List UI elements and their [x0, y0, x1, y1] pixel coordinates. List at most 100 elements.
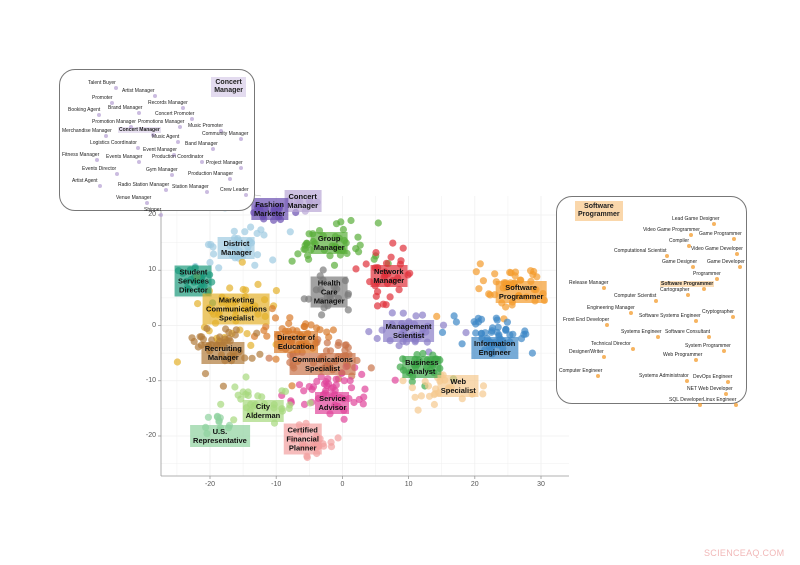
- data-point: [323, 328, 331, 336]
- data-point: [344, 306, 352, 314]
- inset-label: Shipper: [144, 207, 162, 213]
- data-point: [318, 311, 326, 319]
- inset-point: [227, 177, 232, 181]
- data-point: [388, 309, 396, 317]
- data-point: [313, 377, 321, 385]
- inset-point: [724, 392, 729, 396]
- data-point: [173, 358, 181, 366]
- data-point: [359, 400, 367, 408]
- data-point: [485, 290, 493, 298]
- y-tick-label: 10: [148, 266, 156, 274]
- inset-label: Front End Developer: [563, 317, 610, 323]
- data-point: [334, 341, 342, 349]
- data-point: [204, 241, 213, 249]
- data-point: [352, 265, 360, 273]
- data-point: [319, 266, 327, 274]
- inset-point: [98, 184, 103, 188]
- data-point: [372, 292, 380, 300]
- data-point: [439, 321, 448, 329]
- data-point: [190, 337, 198, 346]
- data-point: [347, 216, 355, 225]
- y-tick-label: 0: [152, 321, 156, 329]
- data-point: [382, 301, 390, 309]
- inset-label: Computer Engineer: [559, 368, 603, 374]
- inset-label: Linux Engineer: [703, 397, 737, 403]
- inset-point: [730, 315, 735, 319]
- data-point: [226, 284, 234, 292]
- inset-point: [628, 311, 633, 315]
- data-point: [305, 383, 313, 391]
- inset-label: SQL Developer: [669, 397, 703, 403]
- data-point: [346, 377, 354, 385]
- inset-label: Artist Agent: [72, 178, 98, 184]
- inset-point: [602, 286, 606, 290]
- data-point: [257, 226, 265, 234]
- cluster-label: Recruiting Manager: [201, 342, 245, 365]
- data-point: [361, 385, 369, 393]
- inset-label: Production Manager: [188, 171, 234, 177]
- cluster-label: Business Analyst: [402, 355, 442, 378]
- cluster-label: Concert Manager: [284, 190, 322, 213]
- inset-label: Cryptographer: [702, 309, 734, 315]
- data-point: [288, 382, 296, 390]
- inset-label: Video Game Developer: [691, 246, 743, 252]
- inset-label: Logistics Coordinator: [90, 140, 137, 146]
- inset-label: Fitness Manager: [62, 152, 100, 158]
- inset-point: [726, 380, 730, 384]
- data-point: [248, 354, 256, 362]
- inset-label: Crew Leader: [220, 187, 249, 193]
- data-point: [253, 251, 262, 259]
- data-point: [230, 416, 238, 424]
- data-point: [395, 286, 403, 294]
- data-point: [243, 330, 251, 338]
- data-point: [530, 267, 538, 276]
- inset-point: [701, 287, 706, 291]
- data-point: [241, 228, 249, 236]
- data-point: [391, 376, 399, 384]
- inset-point: [164, 188, 169, 192]
- inset-point: [211, 147, 216, 151]
- inset-label: Band Manager: [185, 141, 218, 147]
- cluster-label: Certified Financial Planner: [283, 423, 322, 455]
- data-point: [502, 325, 510, 333]
- inset-title: Concert Manager: [211, 77, 246, 97]
- inset-point: [733, 403, 738, 407]
- cluster-label: Communications Specialist: [289, 353, 356, 376]
- y-tick-label: -20: [145, 432, 156, 439]
- inset-point: [136, 160, 141, 164]
- data-point: [450, 312, 458, 320]
- inset-label: Promotions Manager: [138, 119, 185, 125]
- data-point: [251, 261, 259, 269]
- inset-point: [181, 106, 185, 110]
- cluster-label: District Manager: [218, 237, 255, 260]
- inset-point: [129, 125, 134, 129]
- data-point: [411, 393, 419, 401]
- data-point: [301, 323, 309, 331]
- data-point: [260, 231, 268, 239]
- data-point: [230, 227, 238, 235]
- inset-point: [170, 173, 175, 177]
- inset-label: Venue Manager: [116, 195, 152, 201]
- inset-label: System Programmer: [685, 343, 731, 349]
- data-point: [285, 404, 293, 413]
- inset-point: [604, 323, 609, 327]
- data-point: [247, 341, 255, 349]
- inset-label: Station Manager: [172, 184, 209, 190]
- inset-label: Production Coordinator: [152, 154, 204, 160]
- data-point: [528, 349, 537, 357]
- data-point: [425, 392, 434, 400]
- data-point: [323, 382, 331, 390]
- data-point: [414, 406, 422, 414]
- data-point: [412, 312, 420, 320]
- data-point: [373, 334, 381, 343]
- inset-label: Artist Manager: [122, 88, 155, 94]
- inset-point: [737, 265, 742, 269]
- inset-point: [159, 213, 164, 217]
- data-point: [396, 363, 404, 371]
- inset-label: Systems Administrator: [639, 373, 689, 379]
- inset-label: Radio Station Manager: [118, 182, 170, 188]
- data-point: [430, 400, 438, 409]
- data-point: [342, 341, 350, 349]
- inset-label: Compiler: [669, 238, 690, 244]
- cluster-label: Fashion Marketer: [250, 198, 289, 221]
